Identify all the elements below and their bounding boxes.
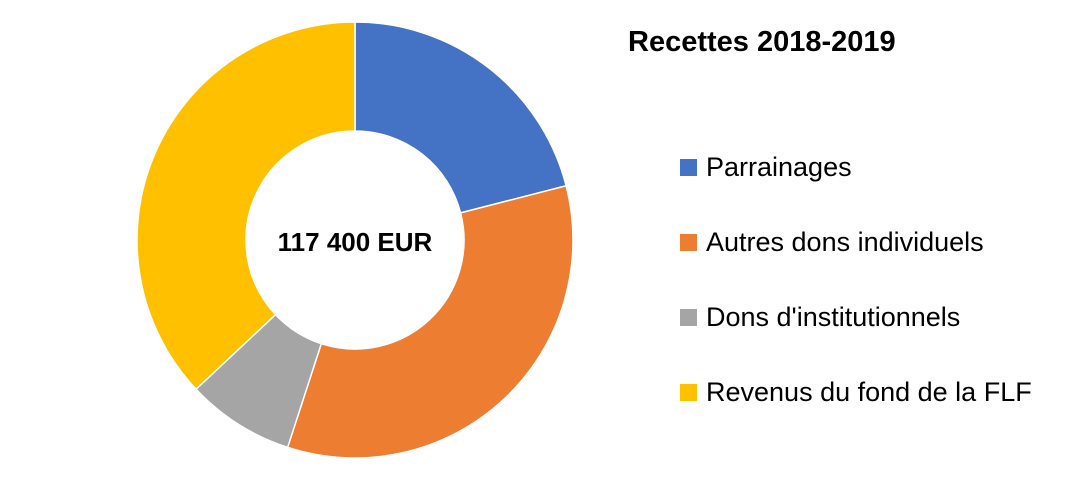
legend-item-autres-dons-individuels: Autres dons individuels: [680, 223, 1032, 261]
chart-legend: Parrainages Autres dons individuels Dons…: [680, 148, 1032, 448]
legend-swatch: [680, 308, 697, 326]
legend-label: Parrainages: [706, 151, 852, 182]
legend-swatch: [680, 233, 697, 251]
legend-item-parrainages: Parrainages: [680, 148, 1032, 186]
donut-slice-1: [354, 21, 568, 214]
legend-swatch: [680, 383, 697, 401]
legend-item-revenus-fond-flf: Revenus du fond de la FLF: [680, 373, 1032, 411]
legend-item-dons-institutionnels: Dons d'institutionnels: [680, 298, 1032, 336]
donut-slice-4: [136, 21, 356, 391]
legend-swatch: [680, 158, 697, 176]
chart-title: Recettes 2018-2019: [628, 26, 896, 58]
legend-label: Dons d'institutionnels: [706, 301, 961, 332]
donut-center-label: 117 400 EUR: [278, 227, 433, 257]
legend-label: Revenus du fond de la FLF: [706, 376, 1032, 407]
donut-slices: [136, 21, 574, 459]
legend-label: Autres dons individuels: [706, 226, 984, 257]
donut-slice-2: [286, 184, 574, 459]
